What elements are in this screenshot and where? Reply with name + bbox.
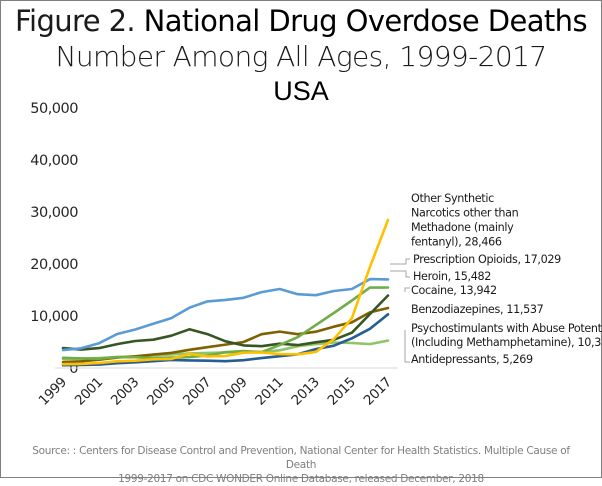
label-cocaine: Cocaine, 13,942 — [411, 284, 497, 297]
label-fentanyl-line: fentanyl), 28,466 — [411, 236, 502, 249]
label-psychostimulants-line: Psychostimulants with Abuse Potential — [411, 322, 602, 335]
source-line-1: Source: : Centers for Disease Control an… — [32, 445, 570, 471]
series-line-other-synthetic-narcotics-other-than-methadone-mainly-fentanyl — [61, 218, 390, 366]
y-tick-label: 40,000 — [30, 153, 78, 169]
x-tick-label: 1999 — [36, 375, 70, 409]
x-tick-label: 2009 — [216, 375, 250, 409]
x-tick-label: 2011 — [252, 375, 286, 409]
y-tick-label: 10,000 — [30, 309, 78, 325]
x-tick-label: 2003 — [108, 375, 142, 409]
leader-prescription — [390, 258, 410, 265]
series-labels: Other Synthetic Narcotics other thanMetha… — [411, 192, 602, 366]
label-leaders — [390, 258, 410, 363]
series-line-prescription-opioids — [61, 277, 390, 352]
label-fentanyl-line: Methadone (mainly — [411, 221, 514, 234]
label-benzodiazepines: Benzodiazepines, 11,537 — [411, 303, 544, 316]
series-line-benzodiazepines — [61, 306, 390, 364]
series-lines — [61, 218, 390, 367]
leader-heroin — [390, 270, 410, 278]
label-heroin: Heroin, 15,482 — [413, 270, 491, 283]
x-tick-label: 2015 — [325, 375, 359, 409]
leader-antidepressants — [404, 330, 410, 363]
chart-subtitle: Number Among All Ages, 1999-2017 — [55, 40, 548, 73]
leader-cocaine — [404, 287, 410, 292]
label-prescription-opioids: Prescription Opioids, 17,029 — [413, 253, 561, 266]
y-tick-label: 0 — [69, 361, 78, 377]
x-axis: 1999 2001 2003 2005 2007 2009 2011 2013 2015 2017 — [36, 367, 398, 409]
x-tick-label: 2007 — [180, 375, 214, 409]
label-fentanyl-line: Other Synthetic — [411, 192, 494, 205]
x-tick-label: 2005 — [144, 375, 178, 409]
source-note: Source: : Centers for Disease Control an… — [20, 444, 582, 486]
label-antidepressants: Antidepressants, 5,269 — [411, 353, 533, 366]
y-tick-label: 30,000 — [30, 205, 78, 221]
label-psychostimulants-line: (Including Methamphetamine), 10,333 — [411, 336, 602, 349]
title-prefix: Figure 2. — [15, 4, 136, 38]
source-line-2: 1999-2017 on CDC WONDER Online Database,… — [118, 473, 484, 485]
x-tick-label: 2013 — [288, 375, 322, 409]
y-tick-label: 20,000 — [30, 257, 78, 273]
x-tick-label: 2001 — [72, 375, 106, 409]
y-axis: 0 10,000 20,000 30,000 40,000 50,000 — [30, 101, 79, 377]
y-tick-label: 50,000 — [30, 101, 78, 117]
series-line-psychostimulants-with-abuse-potential-including-methamphetamine — [61, 312, 390, 367]
title-main: National Drug Overdose Deaths — [143, 4, 588, 38]
chart-title: Figure 2. National Drug Overdose Deaths — [0, 4, 602, 38]
chart-region: USA — [273, 76, 329, 106]
label-fentanyl-line: Narcotics other than — [411, 207, 519, 220]
x-tick-label: 2017 — [361, 375, 395, 409]
series-line-heroin — [61, 286, 390, 361]
